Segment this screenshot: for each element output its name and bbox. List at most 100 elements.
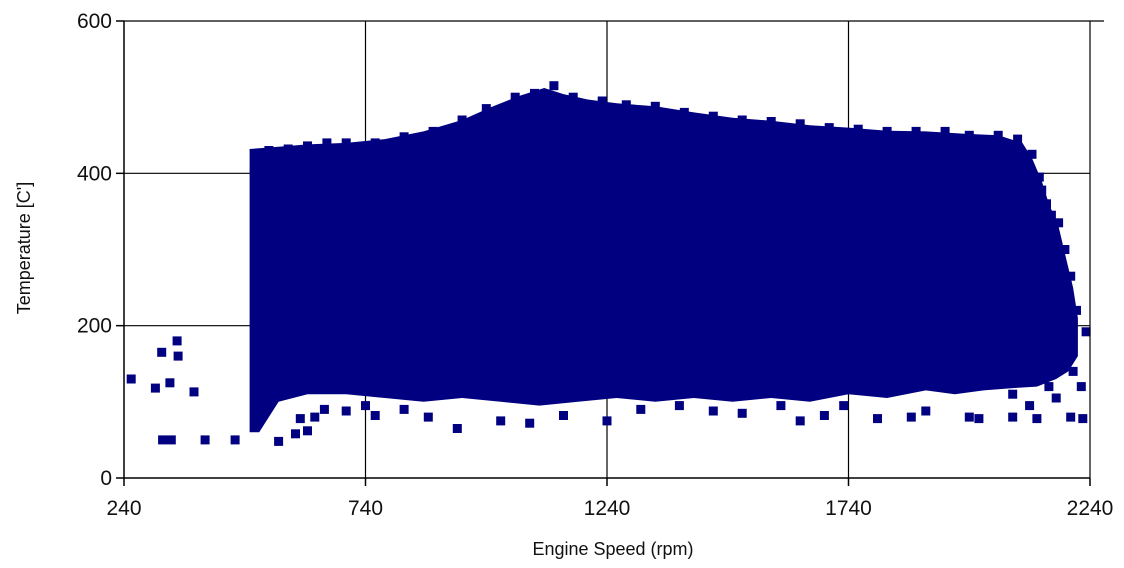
data-point <box>974 414 984 424</box>
data-point <box>1078 414 1088 424</box>
data-point <box>636 404 646 414</box>
data-point <box>150 383 160 393</box>
data-point <box>496 416 506 426</box>
data-point <box>674 401 684 411</box>
data-point <box>1025 401 1035 411</box>
data-point <box>1008 412 1018 422</box>
data-point <box>291 429 300 439</box>
data-point <box>1068 366 1078 376</box>
data-point <box>737 115 747 125</box>
data-point <box>1051 393 1061 403</box>
data-point <box>621 100 631 110</box>
data-point <box>650 101 660 111</box>
data-points <box>126 81 1091 446</box>
data-point <box>559 411 568 420</box>
data-point <box>322 138 332 148</box>
y-tick-label: 600 <box>77 10 112 33</box>
data-point <box>361 401 370 411</box>
data-point <box>1008 389 1018 399</box>
data-point <box>254 325 264 334</box>
data-point <box>341 406 351 416</box>
data-point <box>303 426 312 436</box>
data-point <box>766 117 776 126</box>
data-point <box>303 141 312 151</box>
data-point <box>423 412 433 422</box>
data-point <box>964 412 974 422</box>
data-point <box>776 401 786 411</box>
x-tick-label: 740 <box>348 497 383 520</box>
data-point <box>708 406 718 416</box>
data-point <box>452 424 462 433</box>
x-tick-label: 1740 <box>825 497 872 520</box>
data-point <box>1044 382 1054 392</box>
data-point <box>428 126 438 136</box>
data-point <box>158 435 168 445</box>
data-point <box>819 411 829 420</box>
data-point <box>940 126 950 136</box>
data-point <box>341 138 351 148</box>
data-point <box>310 412 320 422</box>
data-point <box>911 126 921 136</box>
data-point <box>737 408 747 418</box>
data-point <box>873 414 882 424</box>
data-point <box>510 92 520 102</box>
data-point <box>882 126 892 136</box>
data-point <box>200 435 210 445</box>
data-point <box>1066 271 1076 281</box>
data-point <box>1013 134 1023 144</box>
data-point <box>795 416 805 426</box>
data-point <box>230 435 240 445</box>
data-point <box>1042 199 1051 209</box>
data-point <box>530 88 539 98</box>
data-point <box>853 124 863 134</box>
data-point <box>1032 414 1042 424</box>
data-point <box>1027 149 1037 159</box>
data-point <box>172 336 182 346</box>
data-point <box>795 119 805 129</box>
data-point <box>1046 210 1056 220</box>
data-point <box>549 81 559 91</box>
data-point <box>525 418 535 428</box>
data-point <box>166 435 176 445</box>
axes <box>116 20 1104 486</box>
data-point <box>1066 412 1076 422</box>
data-point <box>457 115 467 125</box>
data-point <box>1034 172 1044 182</box>
y-tick-label: 400 <box>77 162 112 185</box>
data-point <box>708 111 718 121</box>
x-axis-title: Engine Speed (rpm) <box>532 539 693 559</box>
y-tick-label: 0 <box>100 467 112 490</box>
data-point <box>824 123 834 133</box>
data-point <box>1016 256 1026 266</box>
data-point <box>399 132 409 142</box>
data-point <box>1037 185 1047 195</box>
data-cloud <box>249 88 1078 433</box>
data-point <box>597 96 607 106</box>
data-point <box>1031 229 1041 239</box>
data-point <box>921 406 931 416</box>
data-point <box>157 347 167 357</box>
data-point <box>602 416 612 426</box>
x-tick-label: 240 <box>106 497 141 520</box>
x-tick-label: 2240 <box>1067 497 1114 520</box>
data-point <box>568 92 578 102</box>
data-point <box>1060 245 1070 254</box>
data-point <box>1054 218 1064 228</box>
data-point <box>906 412 916 422</box>
data-point <box>964 130 974 140</box>
data-point <box>189 387 199 397</box>
data-point <box>993 130 1003 140</box>
data-point <box>1081 327 1091 337</box>
data-point <box>274 436 284 446</box>
tick-labels: 240 740 1240 1740 2240 0 200 400 600 <box>77 10 1113 520</box>
data-point <box>370 138 380 148</box>
data-point <box>399 404 409 414</box>
data-point <box>173 351 183 361</box>
point-cloud-area <box>249 88 1078 433</box>
data-point <box>295 414 305 424</box>
data-point <box>481 104 491 114</box>
data-point <box>839 401 849 411</box>
data-point <box>126 374 136 384</box>
data-point <box>283 144 293 154</box>
